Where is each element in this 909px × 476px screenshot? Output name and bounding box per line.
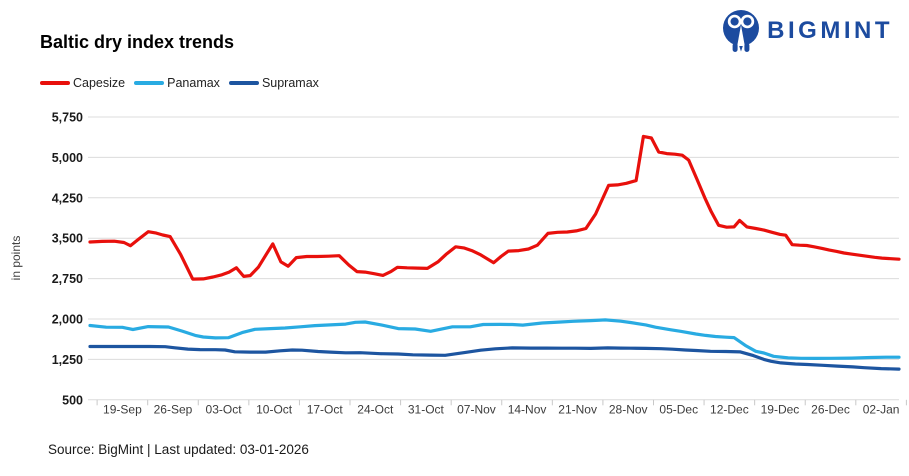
y-axis-tick-label: 5,000	[52, 151, 83, 165]
legend-item-capesize: Capesize	[40, 76, 125, 90]
x-axis-tick-label: 05-Dec	[659, 403, 698, 417]
y-axis-tick-label: 5,750	[52, 111, 83, 125]
x-axis-tick-label: 31-Oct	[408, 403, 445, 417]
y-axis-tick-label: 2,000	[52, 313, 83, 327]
y-axis-title: in points	[9, 236, 23, 281]
legend-label: Panamax	[167, 76, 220, 90]
x-axis-tick-label: 14-Nov	[508, 403, 547, 417]
x-axis-tick-label: 26-Sep	[154, 403, 193, 417]
legend-item-panamax: Panamax	[134, 76, 220, 90]
x-axis-tick-label: 26-Dec	[811, 403, 850, 417]
legend-item-supramax: Supramax	[228, 76, 319, 90]
y-axis-tick-label: 500	[62, 393, 83, 407]
y-axis-tick-label: 2,750	[52, 272, 83, 286]
x-axis-tick-label: 03-Oct	[206, 403, 243, 417]
source-note: Source: BigMint | Last updated: 03-01-20…	[48, 442, 309, 457]
supramax-line-swatch	[228, 81, 259, 85]
series-line-panamax	[88, 318, 901, 360]
bigmint-logo: BIGMINT	[722, 10, 893, 52]
series-line-capesize	[88, 134, 901, 281]
x-axis-tick-label: 28-Nov	[609, 403, 648, 417]
chart-legend: Capesize Panamax Supramax	[40, 76, 319, 90]
x-axis-tick-label: 12-Dec	[710, 403, 749, 417]
x-axis-tick-label: 19-Dec	[761, 403, 800, 417]
x-axis-tick-label: 02-Jan	[863, 403, 900, 417]
y-axis-tick-label: 1,250	[52, 353, 83, 367]
x-axis-tick-label: 07-Nov	[457, 403, 496, 417]
x-axis-tick-label: 21-Nov	[558, 403, 597, 417]
bigmint-logo-icon	[723, 10, 760, 52]
y-axis-tick-label: 3,500	[52, 232, 83, 246]
x-axis-tick-label: 24-Oct	[357, 403, 394, 417]
capesize-line-swatch	[40, 81, 70, 85]
y-axis-tick-label: 4,250	[52, 191, 83, 205]
panamax-line-swatch	[134, 81, 165, 85]
series-line-supramax	[88, 344, 901, 371]
bigmint-logo-text: BIGMINT	[767, 17, 893, 44]
x-axis-tick-label: 19-Sep	[103, 403, 142, 417]
x-axis-tick-label: 10-Oct	[256, 403, 293, 417]
legend-label: Supramax	[261, 76, 319, 90]
page-title: Baltic dry index trends	[40, 32, 235, 52]
x-axis-tick-label: 17-Oct	[307, 403, 344, 417]
legend-label: Capesize	[73, 76, 126, 90]
